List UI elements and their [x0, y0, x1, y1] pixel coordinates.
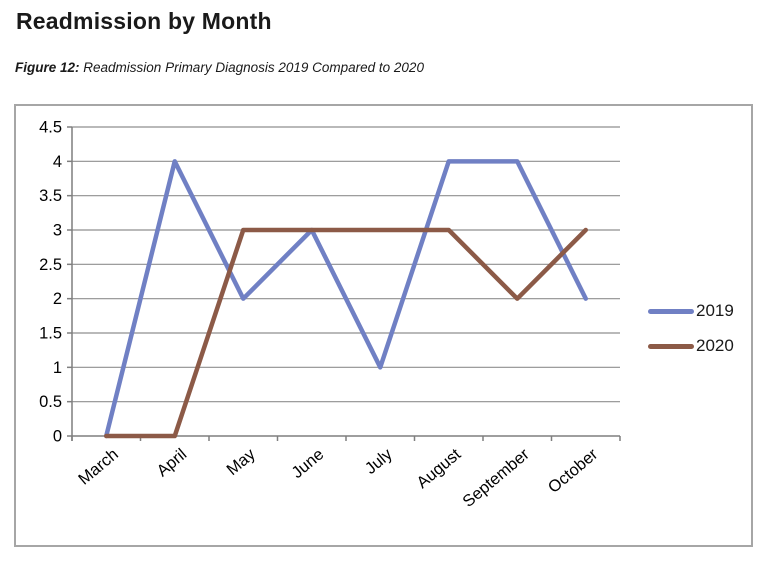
y-tick-label: 3.5: [39, 187, 62, 205]
legend-label: 2019: [696, 301, 734, 320]
y-tick-label: 4: [53, 153, 62, 171]
figure-caption: Figure 12: Readmission Primary Diagnosis…: [15, 60, 424, 75]
legend-item-2019: 2019: [648, 302, 734, 320]
legend-label: 2020: [696, 336, 734, 355]
y-tick-label: 3: [53, 222, 62, 240]
x-category-label: May: [223, 445, 259, 479]
y-tick-label: 2.5: [39, 256, 62, 274]
y-tick-label: 1.5: [39, 325, 62, 343]
x-category-label: March: [75, 445, 122, 488]
series-line-2019: [104, 159, 588, 439]
y-tick-label: 0: [53, 428, 62, 446]
series-line-2020: [104, 227, 588, 439]
figure-caption-label: Figure 12:: [15, 60, 80, 75]
x-category-label: April: [153, 445, 190, 480]
chart-legend: 2019 2020: [648, 302, 734, 372]
legend-line-swatch: [648, 343, 694, 349]
x-category-label: July: [362, 445, 397, 478]
y-tick-label: 2: [53, 290, 62, 308]
x-category-label: August: [413, 445, 464, 492]
line-chart-plot: 0 0.5 1 1.5 2 2.5 3 3.5 4 4.5 March April May June Jul…: [39, 119, 621, 511]
y-tick-label: 0.5: [39, 393, 62, 411]
x-category-label: October: [545, 445, 602, 497]
y-tick-label: 1: [53, 359, 62, 377]
x-category-label: June: [288, 445, 327, 482]
figure-caption-text: Readmission Primary Diagnosis 2019 Compa…: [83, 60, 424, 75]
page-title: Readmission by Month: [16, 8, 272, 34]
x-category-label: September: [459, 445, 533, 511]
y-tick-label: 4.5: [39, 119, 62, 137]
legend-line-swatch: [648, 308, 694, 314]
chart-frame: 0 0.5 1 1.5 2 2.5 3 3.5 4 4.5 March April May June Jul…: [14, 104, 753, 547]
legend-item-2020: 2020: [648, 337, 734, 355]
